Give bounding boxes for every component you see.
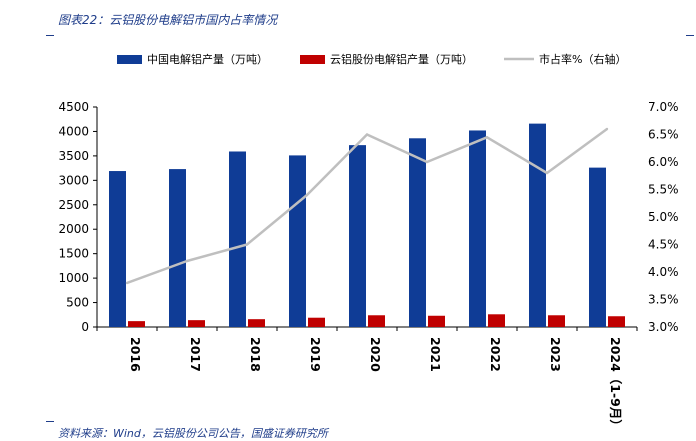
bar-yunlv: [188, 320, 205, 327]
bar-yunlv: [368, 315, 385, 327]
y-right-tick-label: 7.0%: [648, 100, 679, 114]
bar-yunlv: [128, 321, 145, 327]
share-point: [545, 171, 549, 175]
bar-china: [169, 169, 186, 327]
bar-china: [409, 138, 426, 327]
share-point: [185, 259, 189, 263]
figure-source: 资料来源：Wind，云铝股份公司公告，国盛证券研究所: [58, 427, 328, 440]
y-left-tick-label: 2000: [58, 222, 89, 236]
bar-yunlv: [428, 315, 445, 327]
figure-title: 图表22：云铝股份电解铝市国内占率情况: [58, 13, 278, 27]
x-tick-label: 2019: [308, 337, 323, 372]
share-point: [605, 127, 609, 131]
y-left-tick-label: 1000: [58, 271, 89, 285]
bar-china: [469, 130, 486, 327]
bar-china: [289, 155, 306, 327]
legend-label-3: 市占率%（右轴）: [539, 52, 626, 66]
legend-swatch-1: [117, 55, 142, 64]
y-right-tick-label: 6.0%: [648, 155, 679, 169]
bar-china: [109, 171, 126, 327]
x-tick-label: 2016: [128, 337, 143, 372]
y-left-tick-label: 0: [81, 320, 89, 334]
y-left-tick-label: 1500: [58, 247, 89, 261]
bar-china: [589, 167, 606, 327]
x-tick-label: 2024（1-9月）: [608, 337, 623, 432]
x-tick-label: 2017: [188, 337, 203, 372]
bar-yunlv: [548, 315, 565, 327]
legend-swatch-2: [300, 55, 325, 64]
bar-yunlv: [488, 314, 505, 327]
y-right-tick-label: 3.5%: [648, 293, 679, 307]
title-rule-right: [686, 35, 694, 36]
y-left-tick-label: 3000: [58, 173, 89, 187]
y-right-tick-label: 6.5%: [648, 128, 679, 142]
share-point: [485, 136, 489, 139]
y-right-tick-label: 4.0%: [648, 265, 679, 279]
y-left-tick-label: 3500: [58, 149, 89, 163]
bar-yunlv: [308, 317, 325, 327]
share-point: [365, 133, 369, 136]
y-right-tick-label: 3.0%: [648, 320, 679, 334]
share-point: [305, 193, 309, 197]
x-tick-label: 2023: [548, 337, 563, 372]
share-point: [425, 160, 429, 164]
x-tick-label: 2020: [368, 337, 383, 372]
source-rule: [46, 421, 54, 422]
bar-yunlv: [248, 319, 265, 327]
y-left-tick-label: 4500: [58, 100, 89, 114]
y-right-tick-label: 5.5%: [648, 183, 679, 197]
bar-yunlv: [608, 316, 625, 327]
bar-china: [229, 151, 246, 327]
title-rule-left: [46, 35, 54, 36]
y-right-tick-label: 5.0%: [648, 210, 679, 224]
legend-label-2: 云铝股份电解铝产量（万吨）: [330, 52, 473, 66]
y-left-tick-label: 4000: [58, 124, 89, 138]
bar-china: [349, 145, 366, 327]
share-point: [125, 281, 129, 285]
x-tick-label: 2022: [488, 337, 503, 372]
bar-china: [529, 123, 546, 327]
legend-label-1: 中国电解铝产量（万吨）: [147, 52, 268, 66]
x-tick-label: 2021: [428, 337, 443, 372]
y-left-tick-label: 2500: [58, 198, 89, 212]
share-point: [245, 243, 249, 246]
y-left-tick-label: 500: [66, 296, 89, 310]
y-right-tick-label: 4.5%: [648, 238, 679, 252]
x-tick-label: 2018: [248, 337, 263, 372]
